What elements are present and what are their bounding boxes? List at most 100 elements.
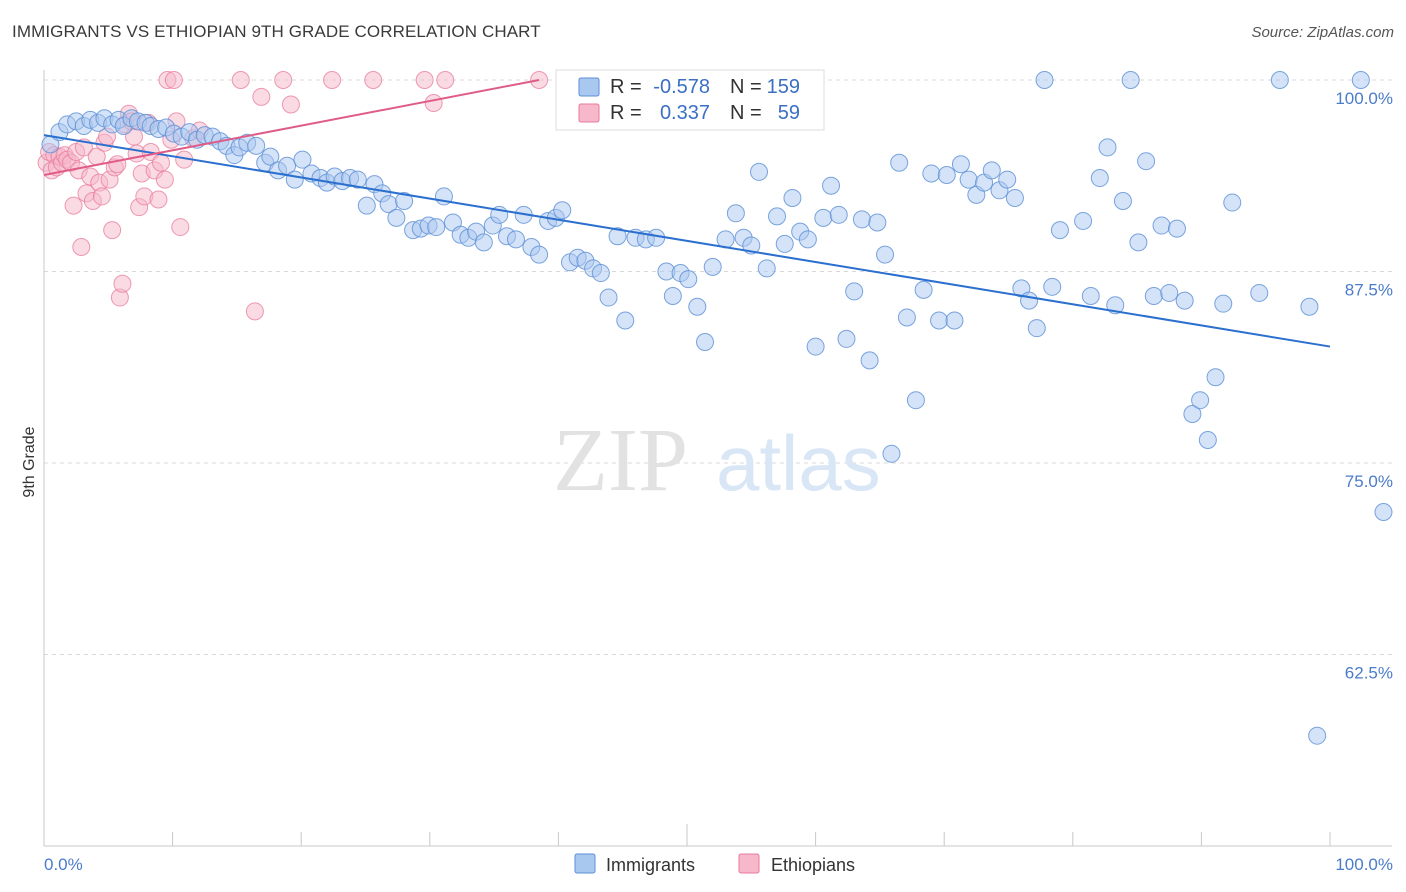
immigrants-point <box>822 176 841 195</box>
ethiopians-point <box>424 93 443 112</box>
immigrants-point <box>647 228 666 247</box>
ethiopians-point <box>72 237 91 256</box>
immigrants-point <box>1191 391 1210 410</box>
immigrants-point <box>506 230 525 249</box>
immigrants-point <box>1074 211 1093 230</box>
immigrants-point <box>679 270 698 289</box>
eth-n-label: N = <box>730 102 762 124</box>
y-tick-label: 87.5% <box>1345 281 1393 300</box>
immigrants-point <box>852 210 871 229</box>
immigrants-point <box>1175 291 1194 310</box>
immigrants-point <box>742 236 761 255</box>
immigrants-point <box>696 332 715 351</box>
immigrants-point <box>1167 219 1186 238</box>
immigrants-point <box>829 205 848 224</box>
immigrants-point <box>1351 71 1370 89</box>
immigrants-point <box>1250 283 1269 302</box>
immigrants-point <box>951 155 970 174</box>
immigrants-point <box>293 150 312 169</box>
immigrants-point <box>890 153 909 172</box>
immigrants-point <box>1270 71 1289 89</box>
immigrants-point <box>922 164 941 183</box>
immigrants-point <box>395 192 414 211</box>
immigrants-point <box>599 288 618 307</box>
ethiopians-point <box>152 153 171 172</box>
immigrants-point <box>1198 431 1217 450</box>
immigrants-trend-line <box>43 134 1331 348</box>
legend-ethiopians-swatch <box>738 853 760 874</box>
immigrants-point <box>285 170 304 189</box>
immigrants-point <box>757 259 776 278</box>
ethiopians-point <box>252 87 271 106</box>
immigrants-point <box>860 351 879 370</box>
immigrants-point <box>1152 216 1171 235</box>
immigrants-point <box>474 233 493 252</box>
immigrants-point <box>882 444 901 463</box>
ethiopians-point <box>103 221 122 240</box>
immigrants-point <box>530 245 549 264</box>
immigrants-point <box>897 308 916 327</box>
immigrants-point <box>1160 283 1179 302</box>
immigrants-point <box>608 227 627 246</box>
immigrants-point <box>1035 71 1054 89</box>
ethiopians-point <box>245 302 264 321</box>
immigrants-point <box>1098 138 1117 157</box>
immigrants-point <box>1129 233 1148 252</box>
ethiopians-point <box>155 170 174 189</box>
imm-n-value: 159 <box>767 76 800 98</box>
ethiopians-points <box>37 71 549 321</box>
immigrants-point <box>1214 294 1233 313</box>
y-tick-label: 75.0% <box>1345 472 1393 491</box>
trend-lines <box>43 79 1331 348</box>
immigrants-point <box>1106 296 1125 315</box>
x-tick-label: 0.0% <box>44 855 83 874</box>
ethiopians-point <box>231 71 250 89</box>
y-tick-label: 62.5% <box>1345 664 1393 683</box>
immigrants-point <box>837 329 856 348</box>
immigrants-point <box>1121 71 1140 89</box>
x-tick-label: 100.0% <box>1335 855 1393 874</box>
immigrants-point <box>1137 152 1156 171</box>
x-tick-labels: 0.0% 100.0% <box>44 855 1393 874</box>
legend: Immigrants Ethiopians <box>574 853 855 875</box>
immigrants-point <box>348 170 367 189</box>
immigrants-point <box>750 162 769 181</box>
ethiopians-point <box>415 71 434 89</box>
ethiopians-swatch <box>578 103 600 123</box>
ethiopians-point <box>92 187 111 206</box>
immigrants-point <box>959 170 978 189</box>
immigrants-point <box>982 161 1001 180</box>
immigrants-point <box>1308 726 1327 745</box>
immigrants-point <box>1374 503 1393 522</box>
ethiopians-point <box>64 196 83 215</box>
eth-r-label: R = <box>610 102 642 124</box>
immigrants-point <box>1050 221 1069 240</box>
watermark: ZIP atlas <box>553 411 881 510</box>
immigrants-point <box>1043 277 1062 296</box>
y-axis-label: 9th Grade <box>21 426 38 497</box>
immigrants-point <box>688 297 707 316</box>
immigrants-point <box>1183 404 1202 423</box>
immigrants-point <box>806 337 825 356</box>
immigrants-point <box>427 218 446 237</box>
immigrants-point <box>247 136 266 155</box>
chart-title: IMMIGRANTS VS ETHIOPIAN 9TH GRADE CORREL… <box>12 22 541 41</box>
stats-box: R = -0.578 N = 159 R = 0.337 N = 59 <box>555 69 825 131</box>
immigrants-point <box>1081 287 1100 306</box>
immigrants-point <box>1027 319 1046 338</box>
immigrants-swatch <box>578 77 600 97</box>
immigrants-point <box>798 230 817 249</box>
ethiopians-point <box>113 274 132 293</box>
immigrants-point <box>945 311 964 330</box>
ethiopians-point <box>171 218 190 237</box>
ethiopians-point <box>323 71 342 89</box>
immigrants-point <box>1223 193 1242 212</box>
immigrants-point <box>868 213 887 232</box>
ethiopians-point <box>108 155 127 174</box>
gridlines <box>44 79 1392 655</box>
immigrants-point <box>726 204 745 223</box>
eth-r-value: 0.337 <box>660 102 710 124</box>
immigrants-point <box>703 257 722 276</box>
immigrants-point <box>775 234 794 253</box>
